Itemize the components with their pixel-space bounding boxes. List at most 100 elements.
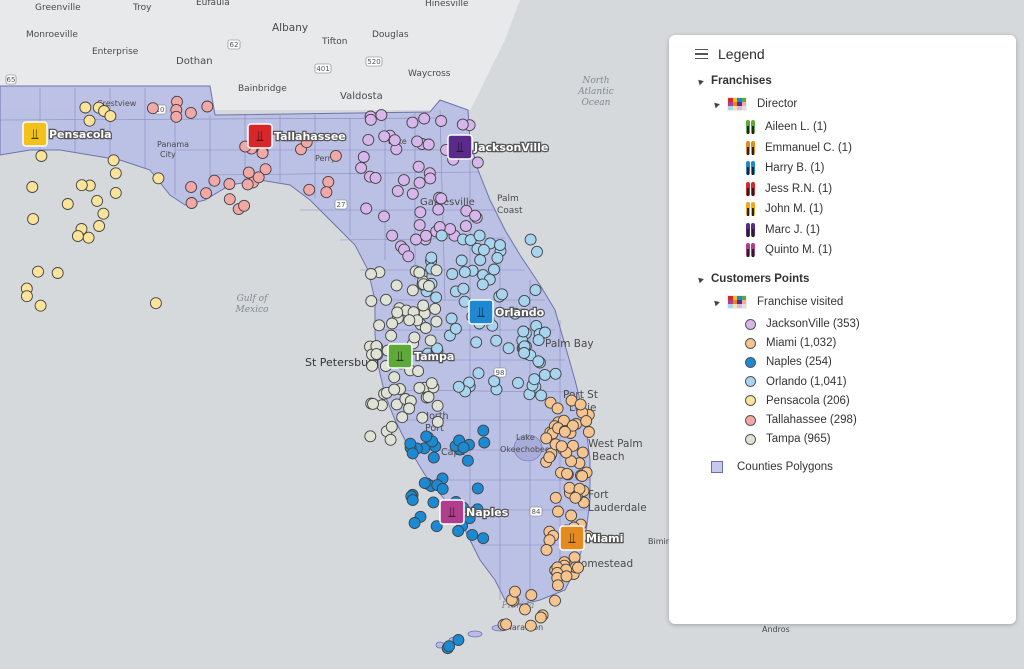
customer-point[interactable] bbox=[488, 375, 501, 388]
customer-point[interactable] bbox=[457, 282, 470, 295]
customer-point[interactable] bbox=[378, 210, 390, 223]
franchise-marker[interactable]: ⫫ Orlando bbox=[468, 299, 546, 325]
customer-point[interactable] bbox=[329, 149, 342, 162]
customer-point[interactable] bbox=[563, 481, 576, 494]
customer-point[interactable] bbox=[422, 391, 435, 403]
customer-point[interactable] bbox=[534, 611, 547, 624]
customer-point[interactable] bbox=[466, 528, 479, 541]
legend-group-franchises[interactable]: Franchises bbox=[696, 75, 772, 87]
customer-point[interactable] bbox=[413, 381, 426, 394]
customer-point[interactable] bbox=[569, 491, 582, 504]
customer-point[interactable] bbox=[418, 112, 431, 125]
customer-point[interactable] bbox=[445, 312, 458, 325]
legend-item-visited[interactable]: Tampa (965) bbox=[745, 433, 831, 445]
customer-point[interactable] bbox=[79, 101, 92, 114]
customer-point[interactable] bbox=[20, 290, 33, 303]
customer-point[interactable] bbox=[414, 206, 427, 219]
customer-point[interactable] bbox=[420, 430, 433, 443]
legend-group-customers[interactable]: Customers Points bbox=[696, 273, 809, 285]
customer-point[interactable] bbox=[396, 411, 409, 424]
customer-point[interactable] bbox=[403, 402, 416, 415]
legend-item-counties-polygons[interactable]: Counties Polygons bbox=[711, 461, 833, 473]
customer-point[interactable] bbox=[472, 367, 485, 380]
customer-point[interactable] bbox=[452, 634, 465, 646]
customer-point[interactable] bbox=[27, 213, 40, 226]
customer-point[interactable] bbox=[458, 266, 471, 279]
customer-point[interactable] bbox=[26, 181, 39, 193]
legend-item-visited[interactable]: JacksonVille (353) bbox=[745, 318, 860, 330]
customer-point[interactable] bbox=[540, 543, 553, 556]
customer-point[interactable] bbox=[551, 579, 564, 592]
customer-point[interactable] bbox=[51, 267, 64, 279]
customer-point[interactable] bbox=[367, 397, 379, 410]
customer-point[interactable] bbox=[223, 193, 236, 206]
customer-point[interactable] bbox=[388, 371, 401, 384]
customer-point[interactable] bbox=[32, 265, 44, 278]
legend-item-visited[interactable]: Miami (1,032) bbox=[745, 337, 836, 349]
customer-point[interactable] bbox=[477, 243, 490, 256]
customer-point[interactable] bbox=[208, 174, 221, 187]
customer-point[interactable] bbox=[355, 161, 368, 174]
customer-point[interactable] bbox=[365, 295, 378, 308]
legend-item-director[interactable]: Jess R.N. (1) bbox=[745, 181, 832, 196]
customer-point[interactable] bbox=[430, 264, 443, 277]
customer-point[interactable] bbox=[424, 334, 437, 347]
customer-point[interactable] bbox=[422, 280, 435, 292]
customer-point[interactable] bbox=[429, 302, 442, 315]
customer-point[interactable] bbox=[518, 347, 531, 359]
legend-item-visited[interactable]: Tallahassee (298) bbox=[745, 414, 857, 426]
customer-point[interactable] bbox=[418, 477, 431, 490]
legend-item-visited[interactable]: Pensacola (206) bbox=[745, 395, 850, 407]
customer-point[interactable] bbox=[435, 192, 448, 205]
customer-point[interactable] bbox=[385, 420, 398, 433]
customer-point[interactable] bbox=[404, 437, 417, 450]
customer-point[interactable] bbox=[408, 331, 421, 344]
legend-subgroup-franchise-visited[interactable]: Franchise visited bbox=[712, 295, 843, 309]
customer-point[interactable] bbox=[469, 209, 482, 222]
customer-point[interactable] bbox=[552, 505, 564, 518]
customer-point[interactable] bbox=[406, 284, 419, 297]
customer-point[interactable] bbox=[491, 251, 504, 264]
customer-point[interactable] bbox=[430, 520, 443, 533]
customer-point[interactable] bbox=[576, 470, 589, 482]
customer-point[interactable] bbox=[528, 373, 541, 386]
customer-point[interactable] bbox=[93, 220, 106, 232]
customer-point[interactable] bbox=[551, 402, 564, 415]
customer-point[interactable] bbox=[425, 251, 438, 264]
customer-point[interactable] bbox=[518, 294, 531, 307]
collapse-triangle-icon[interactable] bbox=[696, 77, 704, 85]
customer-point[interactable] bbox=[370, 348, 383, 361]
customer-point[interactable] bbox=[446, 268, 459, 280]
customer-point[interactable] bbox=[390, 279, 403, 292]
customer-point[interactable] bbox=[477, 424, 490, 437]
customer-point[interactable] bbox=[104, 110, 117, 123]
customer-point[interactable] bbox=[378, 130, 391, 143]
customer-point[interactable] bbox=[170, 110, 183, 123]
customer-point[interactable] bbox=[443, 640, 456, 653]
customer-point[interactable] bbox=[241, 178, 254, 191]
customer-point[interactable] bbox=[360, 202, 373, 215]
customer-point[interactable] bbox=[397, 174, 410, 187]
customer-point[interactable] bbox=[388, 383, 401, 396]
customer-point[interactable] bbox=[524, 233, 537, 246]
customer-point[interactable] bbox=[519, 603, 531, 616]
customer-point[interactable] bbox=[470, 336, 483, 349]
customer-point[interactable] bbox=[384, 433, 397, 446]
customer-point[interactable] bbox=[373, 319, 386, 332]
customer-point[interactable] bbox=[390, 398, 403, 411]
customer-point[interactable] bbox=[531, 245, 543, 258]
customer-point[interactable] bbox=[555, 440, 568, 453]
legend-item-director[interactable]: Aileen L. (1) bbox=[745, 120, 827, 134]
customer-point[interactable] bbox=[558, 425, 571, 438]
customer-point[interactable] bbox=[357, 151, 370, 163]
customer-point[interactable] bbox=[223, 178, 236, 190]
customer-point[interactable] bbox=[477, 532, 490, 545]
customer-point[interactable] bbox=[427, 496, 440, 509]
customer-point[interactable] bbox=[300, 136, 313, 149]
customer-point[interactable] bbox=[184, 106, 197, 119]
legend-item-visited[interactable]: Naples (254) bbox=[745, 356, 832, 368]
customer-point[interactable] bbox=[366, 359, 379, 372]
customer-point[interactable] bbox=[322, 175, 335, 188]
customer-point[interactable] bbox=[430, 291, 443, 304]
customer-point[interactable] bbox=[456, 118, 469, 131]
